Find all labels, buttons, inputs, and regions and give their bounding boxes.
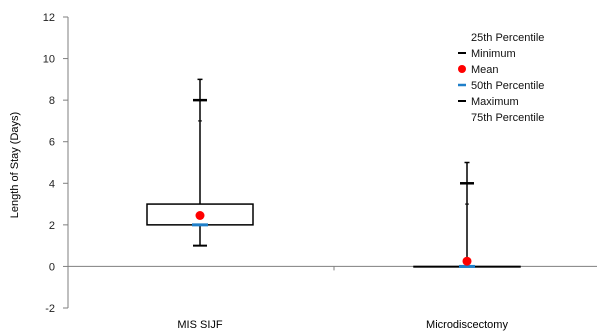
legend-label: 50th Percentile <box>471 80 544 92</box>
y-tick-label: 4 <box>49 178 55 190</box>
legend-label: Maximum <box>471 96 519 108</box>
legend-label: Mean <box>471 64 499 76</box>
y-tick-label: -2 <box>45 303 55 315</box>
x-category-label: Microdiscectomy <box>426 319 508 331</box>
y-axis-label: Length of Stay (Days) <box>9 112 21 218</box>
y-tick-label: 12 <box>43 12 55 24</box>
box-1 <box>146 78 254 247</box>
x-category-label: MIS SIJF <box>177 319 223 331</box>
legend-item: Minimum <box>458 48 516 60</box>
legend-item: Maximum <box>458 96 519 108</box>
legend-marker <box>458 65 466 73</box>
legend: 25th Percentile Minimum Mean 50th Percentil… <box>428 27 591 124</box>
legend-label: Minimum <box>471 48 516 60</box>
mean-marker <box>195 211 205 221</box>
y-tick-label: 2 <box>49 220 55 232</box>
y-tick-label: 0 <box>49 261 55 273</box>
y-tick-label: 6 <box>49 137 55 149</box>
box-2 <box>413 161 521 268</box>
mean-marker <box>462 256 472 266</box>
y-axis: -2 0 2 4 6 8 10 12 <box>43 12 69 315</box>
legend-label: 75th Percentile <box>471 112 544 124</box>
legend-label: 25th Percentile <box>471 32 544 44</box>
x-axis: MIS SIJF Microdiscectomy <box>67 265 597 331</box>
legend-box <box>428 27 591 119</box>
legend-item: 25th Percentile <box>471 32 544 44</box>
legend-item: 75th Percentile <box>471 112 544 124</box>
y-tick-label: 8 <box>49 95 55 107</box>
legend-item: 50th Percentile <box>458 80 544 92</box>
y-tick-label: 10 <box>43 54 55 66</box>
boxes <box>146 78 521 268</box>
legend-item: Mean <box>458 64 499 76</box>
